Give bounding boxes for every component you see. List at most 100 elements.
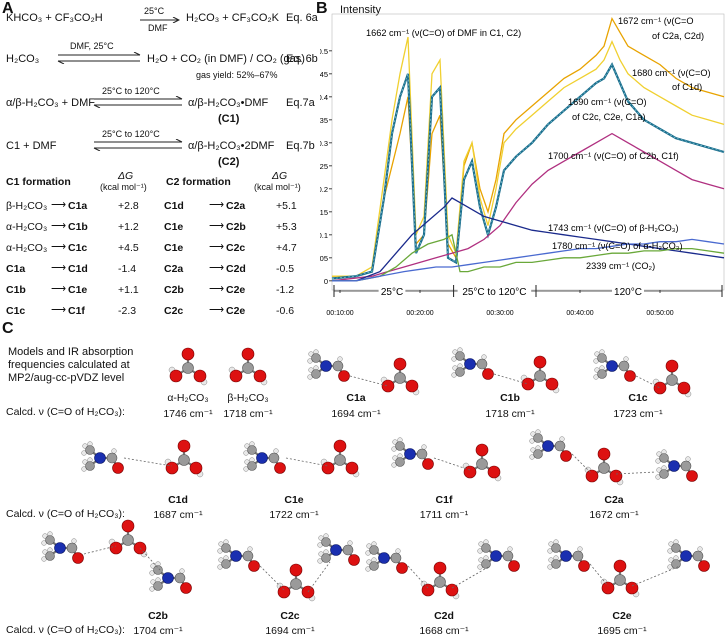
reaction-arrow-icon: ⟶ <box>51 220 67 232</box>
series-line-1 <box>332 36 725 277</box>
delta-g-value: +1.1 <box>118 284 139 296</box>
c1-formation-header: C1 formation <box>6 176 71 188</box>
delta-g-value: -2.3 <box>118 305 137 317</box>
molecule-model-c1b <box>451 347 560 394</box>
eq6a-rhs: H₂CO₃ + CF₃CO₂K <box>186 12 279 24</box>
molecule-model-c2c <box>217 533 360 602</box>
delta-g-value: -1.2 <box>276 284 295 296</box>
reaction-arrow-icon: ⟶ <box>209 304 225 316</box>
delta-g-value: -1.4 <box>118 263 137 275</box>
product: C1b <box>68 221 88 233</box>
annotation-a1680b: of C1d) <box>672 82 702 92</box>
reactant: C2b <box>164 284 184 296</box>
y-tick-label: 0.3 <box>320 139 328 148</box>
c1-dg-units: (kcal mol⁻¹) <box>100 182 147 192</box>
annotation-a1680a: 1680 cm⁻¹ (ν(C=O) <box>632 68 711 78</box>
eq7a-product: (C1) <box>218 113 240 125</box>
eq6b-equilibrium-arrow <box>57 52 141 64</box>
calculated-frequency: 1687 cm⁻¹ <box>153 509 203 521</box>
y-tick-label: 0 <box>324 277 328 286</box>
eq7b-equilibrium-arrow <box>93 139 183 151</box>
delta-g-value: +5.3 <box>276 221 297 233</box>
x-tick-label: 00:10:00 <box>326 310 353 317</box>
product: C2e <box>226 284 246 296</box>
reactant: C1c <box>6 305 26 317</box>
product: C1d <box>68 263 88 275</box>
x-tick-label: 00:30:00 <box>486 310 513 317</box>
intro-line-3: MP2/aug-cc-pVDZ level <box>8 372 125 384</box>
product: C2e <box>226 305 246 317</box>
series-line-0 <box>332 16 725 277</box>
product: C2d <box>226 263 246 275</box>
molecule-name: C1a <box>346 392 366 404</box>
reaction-arrow-icon: ⟶ <box>209 199 225 211</box>
calculated-frequency: 1722 cm⁻¹ <box>269 509 319 521</box>
y-tick-label: 0.45 <box>320 70 328 79</box>
eq6a-arrow <box>140 17 180 23</box>
reactant: C2a <box>164 263 184 275</box>
product: C1c <box>68 242 88 254</box>
panel-c-intro: Models and IR absorption frequencies cal… <box>8 346 133 385</box>
eq6b-rhs: H₂O + CO₂ (in DMF) / CO₂ (gas) <box>147 53 305 65</box>
eq7b-cond-top: 25°C to 120°C <box>102 129 160 139</box>
eq7a-rhs: α/β-H₂CO₃•DMF <box>188 97 269 109</box>
molecule-model-c1f <box>391 437 502 482</box>
molecule-name: C2c <box>280 610 300 622</box>
zone-label-bg <box>457 285 532 297</box>
molecule-model-c2b <box>41 519 192 594</box>
reaction-arrow-icon: ⟶ <box>51 262 67 274</box>
delta-g-value: +5.1 <box>276 200 297 212</box>
y-tick-label: 0.15 <box>320 208 328 217</box>
calculated-frequency: 1704 cm⁻¹ <box>133 625 183 637</box>
ir-intensity-chart: 0 0.05 0.1 0.15 0.2 0.25 0.3 0.35 0.4 0.45 0.5 00:1… <box>320 13 725 317</box>
y-tick-label: 0.35 <box>320 116 328 125</box>
annotation-a1690b: of C2c, C2e, C1a) <box>572 112 646 122</box>
y-tick-label: 0.25 <box>320 162 328 171</box>
series-line-3 <box>331 132 725 282</box>
molecule-model-beta-h2co3 <box>228 347 268 386</box>
panel-b-label: B <box>316 0 328 17</box>
molecule-model-alpha-h2co3 <box>168 347 208 386</box>
series-line-overlay <box>331 63 725 279</box>
molecule-name: C2b <box>148 610 168 622</box>
reaction-arrow-icon: ⟶ <box>209 241 225 253</box>
reaction-arrow-icon: ⟶ <box>209 283 225 295</box>
molecule-model-c1d <box>81 439 204 478</box>
eq6b-note: gas yield: 52%–67% <box>196 70 278 80</box>
molecule-name: C2d <box>434 610 454 622</box>
reaction-arrow-icon: ⟶ <box>51 241 67 253</box>
panel-a-label: A <box>2 0 14 17</box>
zone-label-bg <box>378 285 406 297</box>
y-tick-label: 0.5 <box>320 47 328 56</box>
series-line-6 <box>332 238 725 282</box>
intro-line-2: frequencies calculated at <box>8 359 130 371</box>
reactant: C1d <box>164 200 184 212</box>
eq6b-cond-top: DMF, 25°C <box>70 41 114 51</box>
annotation-a1690a: 1690 cm⁻¹ (ν(C=O) <box>568 97 647 107</box>
molecule-name: C2e <box>612 610 632 622</box>
eq6b-lhs: H₂CO₃ <box>6 53 40 65</box>
reactant: C1a <box>6 263 26 275</box>
reactant: C2c <box>164 305 184 317</box>
reaction-arrow-icon: ⟶ <box>51 199 67 211</box>
molecule-model-c2e <box>547 539 710 598</box>
chart-axes: 0 0.05 0.1 0.15 0.2 0.25 0.3 0.35 0.4 0.45 0.5 00:1… <box>320 13 725 317</box>
calculated-frequency: 1668 cm⁻¹ <box>419 625 469 637</box>
product: C2c <box>226 242 246 254</box>
molecule-model-c1a <box>307 349 420 396</box>
calculated-frequency: 1718 cm⁻¹ <box>223 408 273 420</box>
molecule-name: C2a <box>604 494 624 506</box>
x-tick-label: 00:40:00 <box>566 310 593 317</box>
annotation-a1700: 1700 cm⁻¹ (ν(C=O) of C2b, C1f) <box>548 151 679 161</box>
molecule-model-c1c <box>593 349 692 398</box>
molecule-name: α-H₂CO₃ <box>167 392 209 404</box>
reaction-arrow-icon: ⟶ <box>209 262 225 274</box>
delta-g-value: +4.7 <box>276 242 297 254</box>
chart-series <box>331 16 725 282</box>
product: C1f <box>68 305 85 317</box>
temperature-zone-label: 25°C <box>381 287 403 298</box>
molecule-name: C1c <box>628 392 648 404</box>
product: C2b <box>226 221 246 233</box>
reaction-arrow-icon: ⟶ <box>209 220 225 232</box>
eq6a-tag: Eq. 6a <box>286 12 318 24</box>
